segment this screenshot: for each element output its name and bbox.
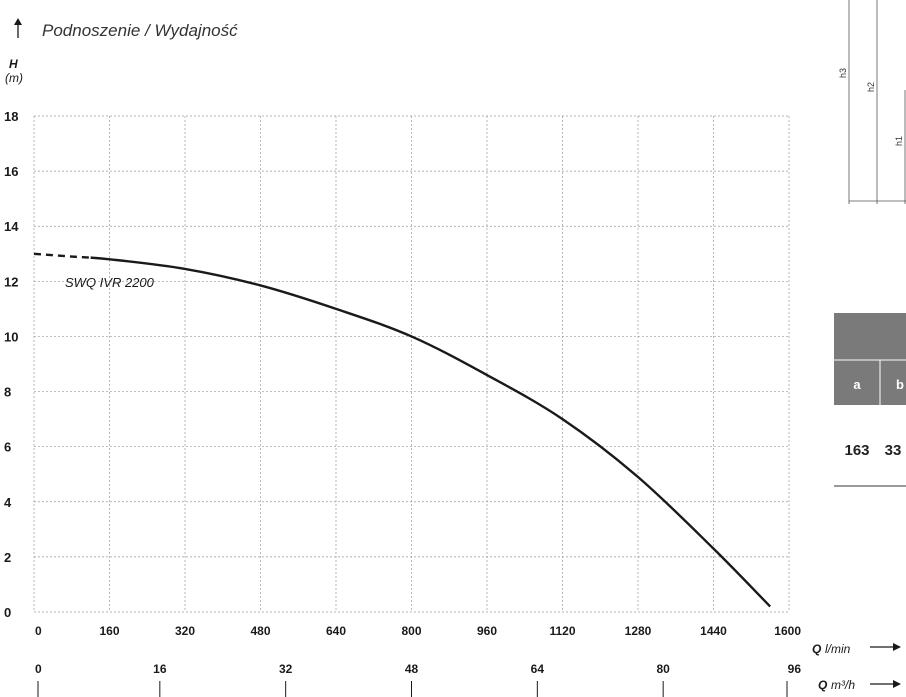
y-tick-label: 2	[4, 550, 11, 565]
table-header-bg	[834, 313, 906, 405]
x-tick-label-m3h: 80	[656, 662, 670, 676]
x-tick-label-m3h: 0	[35, 662, 42, 676]
table-value-b: 33	[885, 442, 902, 459]
x-tick-label-lmin: 0	[35, 624, 42, 638]
y-tick-label: 14	[4, 219, 19, 234]
table-header-b: b	[896, 377, 904, 392]
table-value-a: 163	[844, 442, 869, 459]
grid	[33, 115, 790, 613]
right-arrow-icon	[870, 680, 901, 688]
y-tick-label: 18	[4, 109, 18, 124]
dimension-drawing	[848, 0, 906, 204]
y-tick-label: 8	[4, 385, 11, 400]
y-axis-symbol: H	[9, 57, 18, 71]
x-tick-label-lmin: 640	[326, 624, 346, 638]
y-tick-label: 4	[4, 495, 12, 510]
chart-title: Podnoszenie / Wydajność	[42, 21, 238, 40]
x-axis-symbol-m3h: Q	[818, 678, 828, 692]
x-axis-unit-m3h: m³/h	[831, 678, 855, 692]
x-tick-label-lmin: 1120	[549, 624, 575, 638]
x-tick-label-m3h: 16	[153, 662, 167, 676]
x-tick-label-m3h: 48	[405, 662, 419, 676]
x-tick-label-m3h: 96	[788, 662, 802, 676]
dimension-table	[834, 313, 906, 487]
dimension-label-h3: h3	[838, 68, 848, 78]
y-tick-label: 10	[4, 329, 18, 344]
x-tick-label-m3h: 32	[279, 662, 293, 676]
y-tick-label: 6	[4, 440, 11, 455]
up-arrow-icon	[14, 18, 22, 38]
x-tick-labels-m3h: 0 16 32 48 64 80 96	[35, 662, 801, 697]
series-line	[90, 256, 771, 608]
dimension-label-h1: h1	[894, 136, 904, 146]
y-tick-labels: 18 16 14 12 10 8 6 4 2 0	[4, 109, 19, 620]
x-tick-label-lmin: 1600	[774, 624, 801, 638]
x-tick-label-lmin: 800	[401, 624, 421, 638]
x-tick-label-lmin: 1280	[625, 624, 652, 638]
table-header-a: a	[853, 377, 861, 392]
x-tick-label-lmin: 320	[175, 624, 195, 638]
y-tick-label: 16	[4, 164, 18, 179]
x-axis-unit-lmin: l/min	[825, 642, 851, 656]
right-arrow-icon	[870, 643, 901, 651]
x-tick-label-m3h: 64	[531, 662, 545, 676]
curve-layer	[33, 252, 771, 608]
x-tick-labels-lmin: 0 160 320 480 640 800 960 1120 1280 1440 1600	[35, 624, 801, 638]
x-tick-label-lmin: 480	[250, 624, 270, 638]
y-tick-label: 12	[4, 274, 18, 289]
x-tick-label-lmin: 1440	[700, 624, 727, 638]
series-label: SWQ IVR 2200	[65, 275, 155, 290]
x-tick-label-lmin: 160	[99, 624, 119, 638]
x-tick-label-lmin: 960	[477, 624, 497, 638]
series-line-dashed	[33, 252, 91, 259]
y-axis-unit: (m)	[5, 71, 23, 85]
y-tick-label: 0	[4, 605, 11, 620]
x-axis-symbol-lmin: Q	[812, 642, 822, 656]
dimension-label-h2: h2	[866, 82, 876, 92]
